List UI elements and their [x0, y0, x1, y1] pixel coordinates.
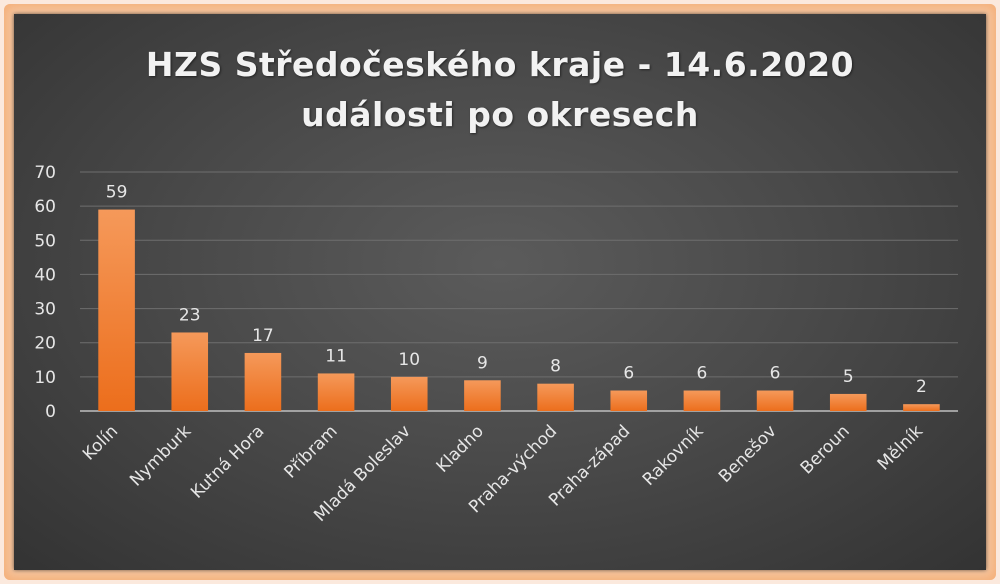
bars	[98, 209, 940, 411]
data-label: 8	[550, 357, 561, 377]
bar	[537, 383, 574, 411]
data-label: 59	[106, 183, 128, 203]
y-axis-tick-labels: 0 10 20 30 40 50 60 70	[34, 163, 56, 422]
y-tick-label: 40	[34, 265, 56, 285]
bar	[390, 376, 428, 411]
x-category-label: Nymburk	[126, 421, 195, 490]
y-tick-label: 50	[34, 231, 56, 251]
data-label: 17	[252, 326, 274, 346]
bar	[610, 390, 648, 411]
y-tick-label: 10	[34, 368, 56, 388]
data-label: 2	[916, 377, 927, 397]
bar	[756, 390, 794, 411]
x-category-label: Kladno	[433, 421, 488, 476]
data-label: 23	[179, 305, 201, 325]
data-label: 6	[623, 364, 634, 384]
y-tick-label: 70	[34, 163, 56, 183]
x-category-label: Benešov	[715, 421, 781, 487]
chart-title-line-1: HZS Středočeského kraje - 14.6.2020	[145, 45, 855, 84]
x-category-label: Příbram	[280, 421, 341, 482]
y-tick-label: 30	[34, 300, 56, 320]
data-label: 11	[325, 346, 347, 366]
bar	[903, 404, 940, 411]
x-category-label: Beroun	[797, 421, 854, 478]
x-category-label: Rakovník	[639, 421, 708, 490]
gridlines	[80, 171, 958, 412]
bar	[683, 390, 721, 411]
chart-title-line-2: události po okresech	[301, 95, 699, 134]
x-category-label: Kolín	[79, 421, 122, 464]
x-category-label: Kutná Hora	[187, 421, 268, 502]
y-tick-label: 60	[34, 197, 56, 217]
bar	[317, 373, 355, 411]
chart-title: HZS Středočeského kraje - 14.6.2020 udál…	[0, 40, 1000, 140]
data-label: 10	[398, 350, 420, 370]
x-category-label: Mělník	[874, 421, 927, 474]
data-label: 5	[843, 367, 854, 387]
bar	[171, 332, 209, 411]
bar	[244, 352, 282, 411]
data-labels: 59 23 17 11 10 9 8 6 6 6 5 2	[106, 183, 927, 398]
bar	[829, 393, 867, 411]
bar	[98, 209, 135, 411]
chart-background	[14, 14, 986, 570]
y-tick-label: 0	[45, 402, 56, 422]
bar	[464, 380, 501, 411]
data-label: 6	[697, 364, 708, 384]
data-label: 6	[770, 364, 781, 384]
y-tick-label: 20	[34, 334, 56, 354]
data-label: 9	[477, 353, 488, 373]
